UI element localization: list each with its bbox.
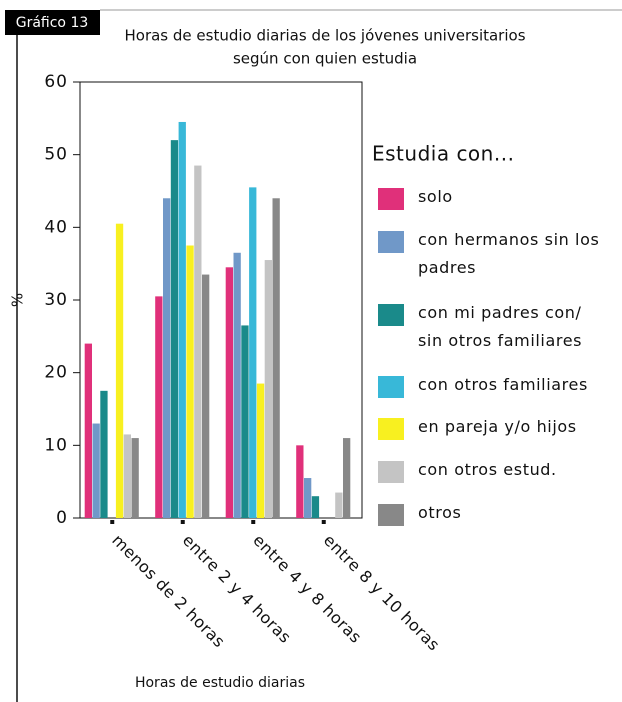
bar	[304, 478, 312, 518]
bar	[264, 260, 272, 518]
x-tick-label: entre 8 y 10 horas	[320, 531, 444, 655]
bar	[335, 492, 343, 518]
bar	[249, 187, 257, 518]
x-tick	[180, 520, 185, 524]
legend-label: con hermanos sin los padres	[418, 230, 600, 277]
bar	[186, 245, 194, 518]
bar	[178, 121, 186, 518]
y-tick-label: 60	[44, 72, 68, 92]
bar	[84, 343, 92, 518]
y-tick-label: 30	[44, 290, 68, 310]
y-tick-label: 50	[44, 145, 68, 165]
bar	[123, 434, 131, 518]
badge: Gráfico 13	[16, 15, 89, 31]
chart-title: según con quien estudia	[233, 50, 417, 68]
bar	[155, 296, 163, 518]
y-tick-label: 20	[44, 363, 68, 383]
legend-swatch	[378, 376, 404, 398]
x-tick	[110, 520, 115, 524]
bar	[170, 140, 179, 518]
x-axis-label: Horas de estudio diarias	[135, 675, 305, 691]
bar	[311, 496, 320, 518]
x-tick	[321, 520, 326, 524]
chart-title: Horas de estudio diarias de los jóvenes …	[124, 27, 525, 45]
y-tick-label: 0	[56, 508, 68, 528]
y-tick-label: 10	[44, 435, 68, 455]
legend-swatch	[378, 461, 404, 483]
bar	[272, 198, 280, 518]
legend-label: con mi padres con/ sin otros familiares	[418, 303, 583, 350]
legend-swatch	[378, 504, 404, 526]
bar	[92, 423, 100, 518]
legend-swatch	[378, 418, 404, 440]
bar	[225, 267, 233, 518]
bar	[233, 252, 241, 518]
bar	[115, 223, 124, 518]
x-tick	[251, 520, 256, 524]
bar	[241, 325, 249, 518]
legend-label: solo	[418, 187, 453, 206]
bar	[163, 198, 171, 518]
y-axis-label: %	[9, 293, 27, 307]
bar	[100, 390, 108, 518]
legend-title: Estudia con...	[372, 142, 514, 166]
bar	[343, 438, 351, 518]
legend-swatch	[378, 231, 404, 253]
legend-label: otros	[418, 503, 462, 522]
legend-label: con otros estud.	[418, 460, 557, 479]
bar	[256, 383, 265, 518]
bar	[296, 445, 304, 518]
bar	[194, 165, 202, 519]
legend-swatch	[378, 188, 404, 210]
legend-label: con otros familiares	[418, 375, 588, 394]
y-tick-label: 40	[44, 217, 68, 237]
bar	[202, 274, 210, 518]
legend-swatch	[378, 304, 404, 326]
legend-label: en pareja y/o hijos	[418, 417, 577, 436]
bar	[131, 438, 139, 518]
badge-box	[5, 10, 100, 35]
